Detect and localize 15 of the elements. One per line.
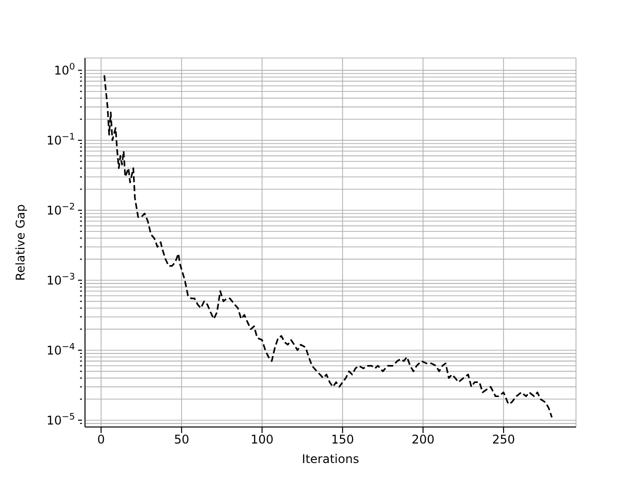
y-tick-label: 10$^{−1}$ bbox=[46, 132, 75, 148]
x-axis-title: Iterations bbox=[302, 452, 360, 466]
x-tick-label: 200 bbox=[412, 432, 435, 447]
x-tick-label: 100 bbox=[250, 432, 274, 447]
y-tick-label: 10$^{−3}$ bbox=[46, 272, 75, 288]
line-series bbox=[104, 74, 553, 418]
y-tick-label: 10$^{−5}$ bbox=[46, 412, 75, 428]
x-tick-label: 0 bbox=[97, 432, 105, 447]
y-tick-label: 10$^{−4}$ bbox=[46, 342, 76, 358]
x-tick-label: 250 bbox=[492, 432, 516, 447]
y-axis-title: Relative Gap bbox=[13, 204, 28, 281]
x-tick-label: 50 bbox=[174, 432, 190, 447]
y-tick-label: 10$^{−2}$ bbox=[46, 202, 75, 218]
x-tick-label: 150 bbox=[331, 432, 354, 447]
y-tick-label: 10$^{0}$ bbox=[54, 62, 76, 78]
